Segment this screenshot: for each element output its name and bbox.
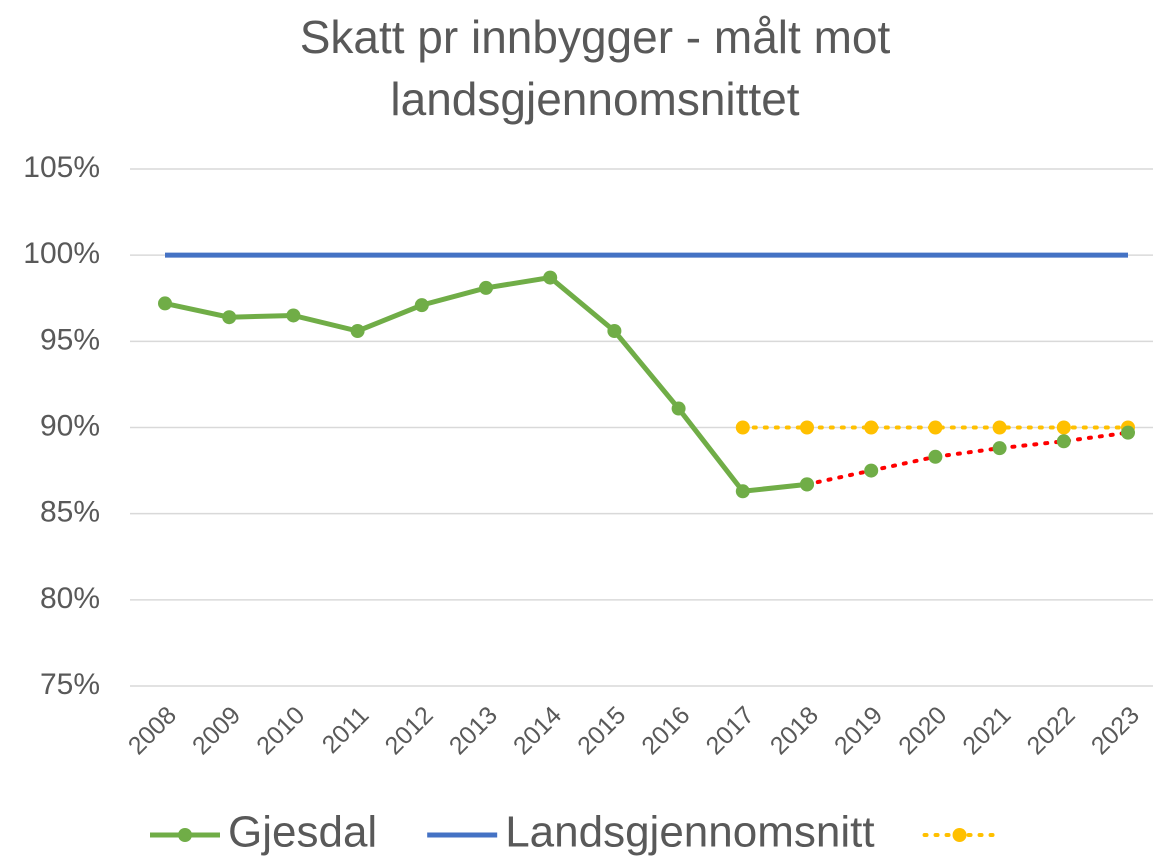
y-tick-label: 90% [40, 409, 100, 442]
marker [864, 463, 879, 478]
marker [1056, 434, 1071, 449]
series-line [805, 430, 1130, 487]
marker [1121, 425, 1135, 440]
marker [928, 449, 943, 464]
marker [414, 298, 429, 313]
marker [992, 441, 1007, 456]
marker [286, 308, 301, 323]
y-tick-label: 105% [23, 151, 100, 184]
marker [222, 310, 237, 325]
x-tick-label: 2014 [508, 701, 567, 760]
x-tick-label: 2022 [1022, 701, 1081, 760]
marker [607, 323, 622, 338]
x-tick-label: 2021 [957, 701, 1016, 760]
marker [735, 420, 750, 435]
series-line [164, 274, 808, 494]
x-tick-label: 2010 [251, 701, 310, 760]
marker [543, 270, 558, 285]
marker [735, 484, 750, 499]
legend-marker [178, 828, 192, 842]
y-tick-label: 85% [40, 496, 100, 529]
marker [671, 401, 686, 416]
x-tick-label: 2023 [1086, 701, 1145, 760]
x-tick-label: 2013 [444, 701, 503, 760]
x-tick-label: 2012 [380, 701, 439, 760]
x-tick-label: 2020 [893, 701, 952, 760]
legend-item: Gjesdal [150, 808, 377, 857]
y-tick-label: 80% [40, 582, 100, 615]
marker [800, 420, 814, 435]
legend-marker [952, 828, 967, 842]
x-tick-label: 2009 [187, 701, 246, 760]
marker [864, 420, 879, 435]
y-tick-label: 95% [40, 323, 100, 356]
legend-item: Landsgjennomsnitt [427, 808, 875, 857]
marker [158, 296, 172, 311]
marker [350, 323, 365, 338]
x-tick-label: 2016 [636, 701, 695, 760]
x-tick-label: 2018 [765, 701, 824, 760]
marker [928, 420, 943, 435]
x-tick-label: 2015 [572, 701, 631, 760]
marker [479, 280, 493, 295]
marker [800, 477, 814, 492]
legend-label: Gjesdal [228, 808, 377, 857]
x-tick-label: 2011 [317, 701, 375, 759]
x-tick-label: 2017 [701, 701, 760, 760]
x-tick-label: 2019 [829, 701, 888, 760]
y-tick-label: 75% [40, 668, 100, 701]
marker [1056, 420, 1071, 435]
legend-label: Landsgjennomsnitt [505, 808, 874, 857]
legend-item [922, 828, 997, 842]
chart-title: Skatt pr innbygger - målt mot landsgjenn… [299, 11, 891, 125]
x-tick-label: 2008 [123, 701, 182, 760]
marker [992, 420, 1007, 435]
y-tick-label: 100% [23, 237, 100, 270]
